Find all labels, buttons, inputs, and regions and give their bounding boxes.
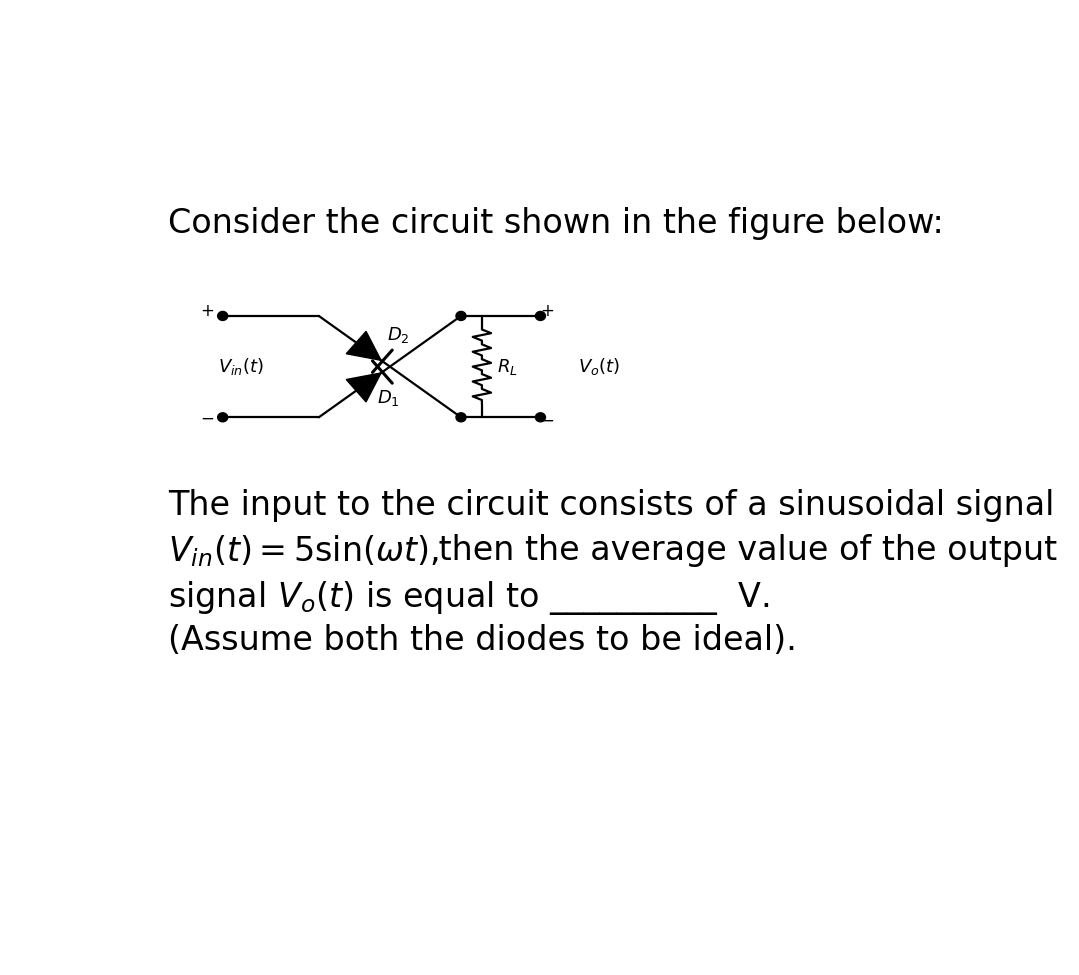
Text: $V_{in}(t) = 5\mathrm{sin}(\omega t),$: $V_{in}(t) = 5\mathrm{sin}(\omega t),$: [168, 533, 439, 569]
Circle shape: [456, 311, 466, 321]
Circle shape: [535, 412, 546, 422]
Text: $R_L$: $R_L$: [497, 357, 518, 376]
Polygon shape: [346, 332, 381, 361]
Circle shape: [456, 412, 466, 422]
Text: −: −: [201, 410, 215, 428]
Text: $D_1$: $D_1$: [377, 388, 399, 409]
Polygon shape: [346, 373, 381, 402]
Text: $V_{in}(t)$: $V_{in}(t)$: [218, 356, 264, 377]
Circle shape: [218, 412, 228, 422]
Text: signal $V_o(t)$ is equal to __________  V.: signal $V_o(t)$ is equal to __________ V…: [168, 579, 770, 617]
Text: +: +: [201, 302, 215, 321]
Circle shape: [535, 311, 546, 321]
Circle shape: [218, 311, 228, 321]
Text: then the average value of the output: then the average value of the output: [427, 533, 1056, 566]
Text: (Assume both the diodes to be ideal).: (Assume both the diodes to be ideal).: [168, 624, 797, 657]
Text: −: −: [541, 412, 555, 430]
Text: Consider the circuit shown in the figure below:: Consider the circuit shown in the figure…: [168, 207, 944, 240]
Text: $V_o(t)$: $V_o(t)$: [578, 356, 620, 377]
Text: +: +: [541, 301, 555, 320]
Text: The input to the circuit consists of a sinusoidal signal: The input to the circuit consists of a s…: [168, 488, 1054, 522]
Text: $D_2$: $D_2$: [387, 325, 410, 345]
